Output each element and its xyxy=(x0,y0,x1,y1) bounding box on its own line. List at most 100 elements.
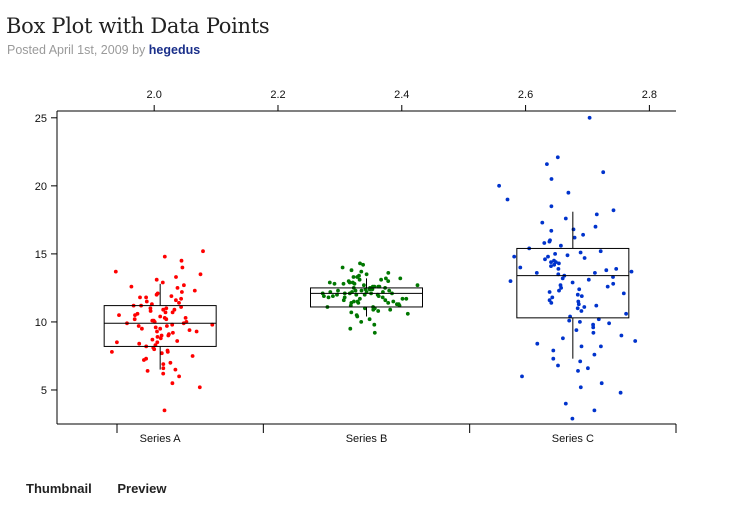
data-point xyxy=(593,224,598,229)
data-point xyxy=(586,277,591,282)
data-point xyxy=(547,239,552,244)
data-point xyxy=(624,311,628,316)
data-point xyxy=(171,330,175,335)
top-axis: 2.0 2.2 2.4 2.6 2.8 xyxy=(147,89,657,111)
data-point xyxy=(572,235,577,240)
data-point xyxy=(405,311,410,316)
data-point xyxy=(173,367,178,372)
data-point xyxy=(169,294,174,298)
data-point xyxy=(579,309,584,313)
data-point xyxy=(162,254,167,259)
data-point xyxy=(351,275,356,279)
footer-links: Thumbnail Preview xyxy=(26,481,189,496)
data-point xyxy=(551,356,556,361)
data-point xyxy=(145,369,150,373)
data-point xyxy=(592,408,597,413)
data-point xyxy=(359,320,364,324)
data-point xyxy=(591,322,595,327)
data-point xyxy=(567,318,572,323)
thumbnail-link[interactable]: Thumbnail xyxy=(26,481,92,496)
data-point xyxy=(161,366,166,371)
data-point xyxy=(326,295,331,300)
data-point xyxy=(598,249,603,254)
data-point xyxy=(518,265,523,270)
data-point xyxy=(601,170,606,175)
data-point xyxy=(629,269,634,274)
data-point xyxy=(170,310,175,315)
data-point xyxy=(155,329,159,334)
top-tick-label: 2.6 xyxy=(518,89,533,101)
data-point xyxy=(110,350,114,354)
data-point xyxy=(579,344,584,349)
data-point xyxy=(549,264,553,268)
data-point xyxy=(132,317,137,322)
data-point xyxy=(549,301,554,305)
data-point xyxy=(582,256,587,260)
posted-prefix: Posted xyxy=(7,43,49,57)
data-point xyxy=(355,299,360,304)
data-point xyxy=(557,288,561,293)
data-point xyxy=(578,250,583,255)
data-point xyxy=(174,275,178,279)
data-point xyxy=(182,283,186,288)
data-point xyxy=(137,341,142,346)
data-point xyxy=(549,260,553,264)
data-point xyxy=(551,348,556,353)
data-point xyxy=(599,381,604,386)
data-point xyxy=(570,280,575,285)
data-point xyxy=(594,212,599,217)
data-point xyxy=(575,292,580,297)
top-tick-label: 2.2 xyxy=(270,89,285,101)
data-point xyxy=(155,335,160,339)
data-point xyxy=(553,252,557,256)
data-point xyxy=(549,177,554,181)
data-point xyxy=(611,208,616,213)
data-point xyxy=(179,296,184,301)
data-point xyxy=(174,298,178,303)
data-point xyxy=(574,328,579,332)
data-point xyxy=(611,281,616,286)
data-point xyxy=(577,287,582,292)
data-point xyxy=(618,390,623,395)
data-point xyxy=(341,281,346,286)
data-point xyxy=(187,328,192,332)
data-point xyxy=(592,352,597,357)
data-point xyxy=(591,325,596,330)
author-link[interactable]: hegedus xyxy=(148,43,201,57)
data-point xyxy=(570,416,575,421)
data-point xyxy=(607,321,611,326)
data-point xyxy=(167,332,171,337)
data-point xyxy=(604,268,609,273)
data-point xyxy=(357,277,362,282)
data-point xyxy=(180,265,185,270)
data-point xyxy=(372,322,377,327)
data-point xyxy=(153,325,158,330)
data-point xyxy=(391,299,396,304)
data-points xyxy=(110,115,638,421)
data-point xyxy=(190,354,195,358)
data-point xyxy=(198,272,203,277)
preview-link[interactable]: Preview xyxy=(117,481,167,496)
data-point xyxy=(547,290,552,294)
data-point xyxy=(542,241,547,245)
data-point xyxy=(155,291,160,296)
data-point xyxy=(545,162,549,167)
data-point xyxy=(576,302,581,307)
data-point xyxy=(380,295,385,300)
data-point xyxy=(165,348,170,353)
data-point xyxy=(115,340,119,345)
data-point xyxy=(388,307,393,312)
top-tick-label: 2.8 xyxy=(642,89,657,101)
data-point xyxy=(162,316,167,320)
post-meta: Posted April 1st, 2009 by hegedus xyxy=(7,43,200,57)
data-point xyxy=(400,296,405,301)
by-label: by xyxy=(128,43,149,57)
data-point xyxy=(331,294,335,298)
data-point xyxy=(512,254,517,259)
data-point xyxy=(549,204,554,209)
data-point xyxy=(559,243,563,248)
data-point xyxy=(170,381,175,386)
data-point xyxy=(546,254,550,259)
data-point xyxy=(129,284,134,289)
